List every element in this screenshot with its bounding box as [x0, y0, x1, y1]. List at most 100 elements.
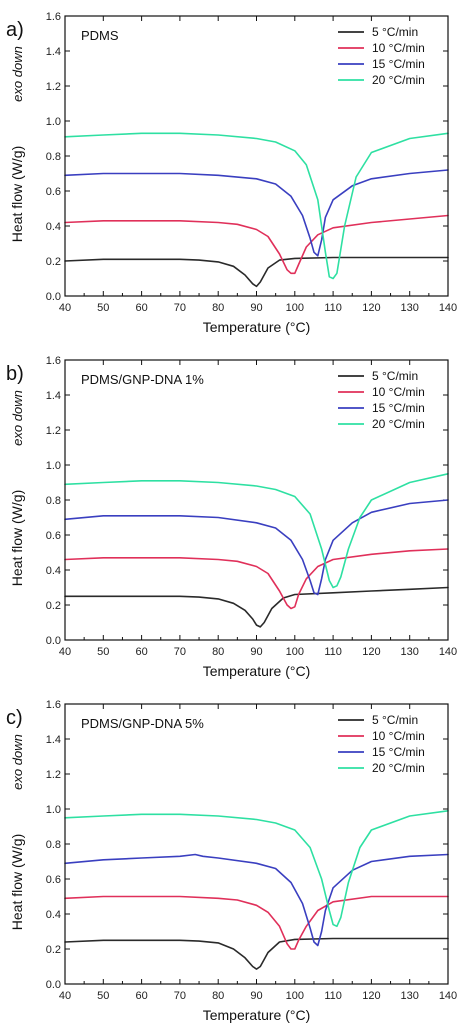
legend-label-4: 20 °C/min: [372, 761, 425, 775]
x-tick-label: 70: [174, 990, 186, 1002]
x-tick-label: 40: [59, 302, 71, 314]
y-tick-label: 1.2: [46, 425, 61, 437]
series-line-1: [64, 937, 449, 970]
panel-letter: c): [6, 707, 23, 729]
x-tick-label: 80: [212, 646, 224, 658]
y-tick-label: 0.4: [46, 909, 61, 921]
x-tick-label: 140: [439, 990, 457, 1002]
x-tick-label: 60: [135, 646, 147, 658]
x-tick-label: 130: [401, 302, 419, 314]
x-tick-label: 80: [212, 990, 224, 1002]
y-tick-label: 0.0: [46, 635, 61, 647]
x-tick-label: 100: [286, 646, 304, 658]
series-line-2: [64, 214, 449, 275]
exo-down-note: exo down: [10, 46, 25, 102]
legend-label-3: 15 °C/min: [372, 401, 425, 415]
x-tick-label: 120: [362, 302, 380, 314]
chart-panel-1: a) Heat flow (W/g) exo down 40 50 60 70 80 90 100…: [6, 11, 457, 335]
exo-down-note: exo down: [10, 734, 25, 790]
y-tick-label: 1.2: [46, 81, 61, 93]
plot-frame: [64, 703, 449, 985]
y-tick-label: 1.4: [46, 390, 61, 402]
panel-title: PDMS: [81, 28, 119, 43]
y-tick-label: 0.6: [46, 530, 61, 542]
x-tick-label: 50: [97, 302, 109, 314]
x-tick-label: 140: [439, 302, 457, 314]
x-tick-label: 80: [212, 302, 224, 314]
x-tick-label: 90: [250, 302, 262, 314]
legend-label-3: 15 °C/min: [372, 745, 425, 759]
y-tick-label: 0.8: [46, 495, 61, 507]
legend-label-2: 10 °C/min: [372, 385, 425, 399]
plot-frame: [64, 359, 449, 641]
x-axis-title: Temperature (°C): [203, 319, 311, 335]
x-axis-title: Temperature (°C): [203, 1007, 311, 1023]
legend-label-2: 10 °C/min: [372, 41, 425, 55]
legend-label-4: 20 °C/min: [372, 417, 425, 431]
series-line-3: [64, 853, 449, 947]
x-tick-label: 90: [250, 990, 262, 1002]
panel-letter: b): [6, 363, 24, 385]
x-tick-label: 40: [59, 646, 71, 658]
x-tick-label: 90: [250, 646, 262, 658]
exo-down-note: exo down: [10, 390, 25, 446]
y-tick-label: 0.0: [46, 291, 61, 303]
legend-label-1: 5 °C/min: [372, 369, 418, 383]
series-line-3: [64, 499, 449, 596]
series-line-2: [64, 895, 449, 950]
y-tick-label: 0.0: [46, 979, 61, 991]
y-tick-label: 1.0: [46, 804, 61, 816]
x-tick-label: 50: [97, 990, 109, 1002]
y-tick-label: 0.8: [46, 151, 61, 163]
y-axis-title: Heat flow (W/g): [9, 146, 25, 242]
series-line-4: [64, 809, 449, 928]
series-line-1: [64, 586, 449, 628]
panel-letter: a): [6, 19, 24, 41]
x-tick-label: 60: [135, 302, 147, 314]
y-tick-label: 0.4: [46, 565, 61, 577]
panel-title: PDMS/GNP-DNA 5%: [81, 716, 204, 731]
y-tick-label: 1.4: [46, 46, 61, 58]
x-tick-label: 40: [59, 990, 71, 1002]
x-tick-label: 140: [439, 646, 457, 658]
x-tick-label: 130: [401, 990, 419, 1002]
x-tick-label: 100: [286, 302, 304, 314]
plot-frame: [64, 15, 449, 297]
y-tick-label: 1.6: [46, 11, 61, 23]
y-tick-label: 1.0: [46, 460, 61, 472]
y-tick-label: 0.2: [46, 600, 61, 612]
legend-label-1: 5 °C/min: [372, 713, 418, 727]
y-axis-title: Heat flow (W/g): [9, 490, 25, 586]
x-tick-label: 110: [324, 646, 342, 658]
series-line-4: [64, 472, 449, 589]
series-line-4: [64, 132, 449, 280]
series-line-1: [64, 256, 449, 288]
x-tick-label: 50: [97, 646, 109, 658]
x-tick-label: 120: [362, 646, 380, 658]
legend-label-1: 5 °C/min: [372, 25, 418, 39]
x-tick-label: 130: [401, 646, 419, 658]
chart-panel-2: b) Heat flow (W/g) exo down 40 50 60 70 80 90 100…: [6, 355, 457, 679]
x-tick-label: 100: [286, 990, 304, 1002]
y-tick-label: 0.6: [46, 186, 61, 198]
legend-label-2: 10 °C/min: [372, 729, 425, 743]
legend-label-4: 20 °C/min: [372, 73, 425, 87]
x-tick-label: 110: [324, 302, 342, 314]
x-tick-label: 60: [135, 990, 147, 1002]
panel-title: PDMS/GNP-DNA 1%: [81, 372, 204, 387]
series-line-3: [64, 169, 449, 257]
y-tick-label: 0.8: [46, 839, 61, 851]
y-tick-label: 1.6: [46, 355, 61, 367]
y-tick-label: 1.4: [46, 734, 61, 746]
chart-panel-3: c) Heat flow (W/g) exo down 40 50 60 70 80 90 100…: [6, 699, 457, 1023]
y-tick-label: 1.0: [46, 116, 61, 128]
x-tick-label: 70: [174, 646, 186, 658]
legend-label-3: 15 °C/min: [372, 57, 425, 71]
y-tick-label: 0.4: [46, 221, 61, 233]
y-tick-label: 1.2: [46, 769, 61, 781]
y-tick-label: 0.2: [46, 944, 61, 956]
y-axis-title: Heat flow (W/g): [9, 834, 25, 930]
y-tick-label: 0.6: [46, 874, 61, 886]
